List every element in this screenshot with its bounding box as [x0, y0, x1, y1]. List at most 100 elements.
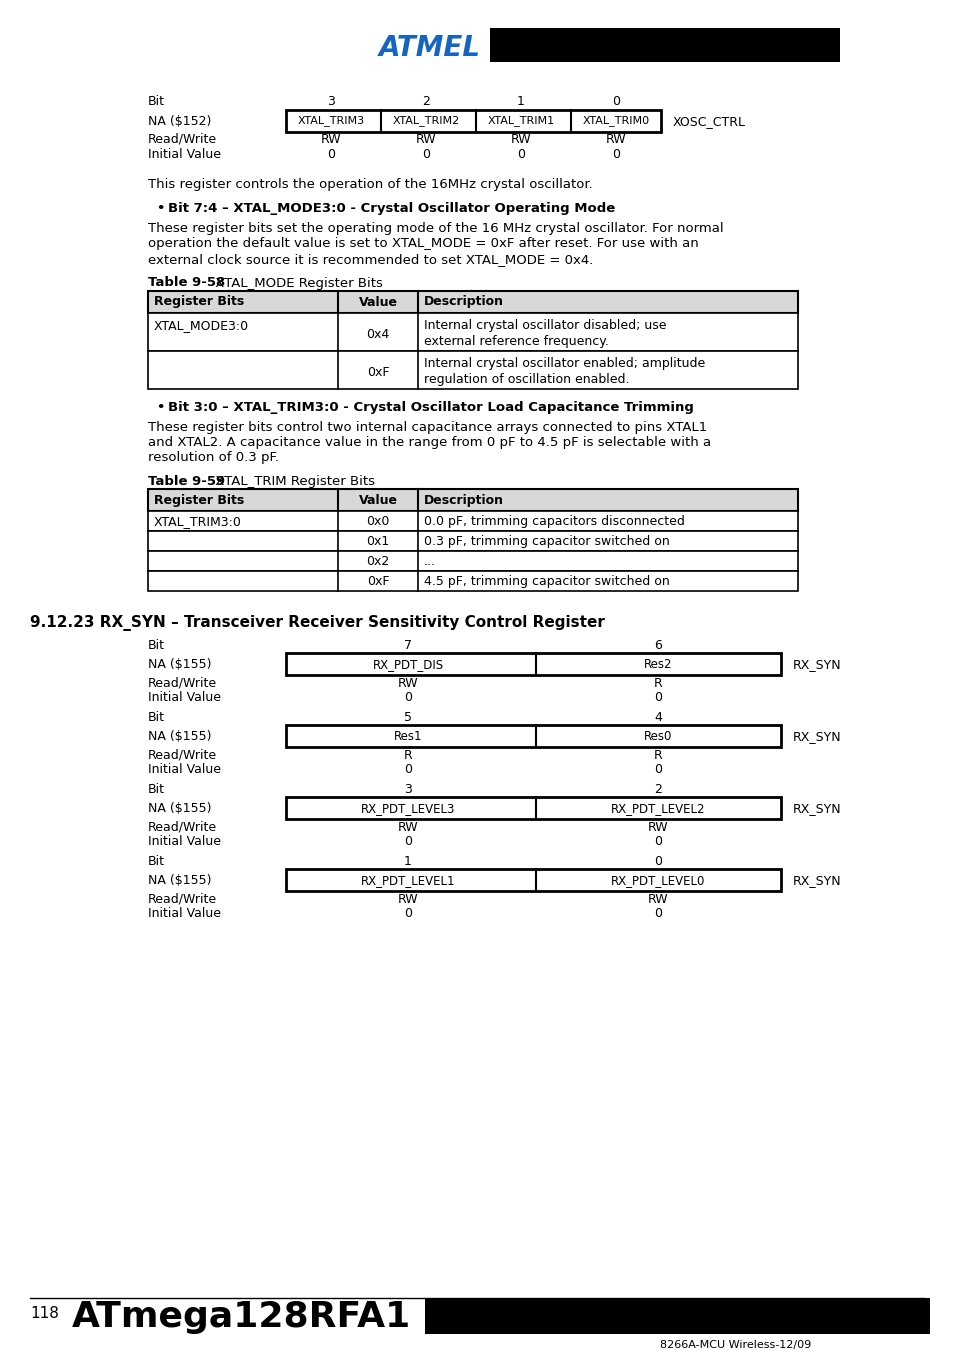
Text: 0: 0 [654, 763, 661, 775]
Text: Internal crystal oscillator disabled; use: Internal crystal oscillator disabled; us… [423, 319, 666, 332]
Text: This register controls the operation of the 16MHz crystal oscillator.: This register controls the operation of … [148, 178, 592, 190]
Text: 0x0: 0x0 [366, 515, 389, 528]
Text: 0: 0 [654, 855, 661, 867]
Text: 0: 0 [654, 690, 661, 704]
Text: Value: Value [358, 494, 397, 507]
Text: and XTAL2. A capacitance value in the range from 0 pF to 4.5 pF is selectable wi: and XTAL2. A capacitance value in the ra… [148, 436, 710, 449]
Text: NA ($155): NA ($155) [148, 658, 212, 671]
Text: Value: Value [358, 296, 397, 308]
Bar [148, 312, 797, 350]
Text: 0: 0 [403, 907, 412, 920]
Text: Read/Write: Read/Write [148, 677, 217, 690]
Text: 0: 0 [403, 690, 412, 704]
Text: 0x2: 0x2 [366, 555, 389, 567]
Text: 0x4: 0x4 [366, 327, 389, 340]
Text: 8266A-MCU Wireless-12/09: 8266A-MCU Wireless-12/09 [659, 1340, 810, 1350]
Text: ...: ... [423, 555, 436, 567]
Text: Bit 7:4 – XTAL_MODE3:0 - Crystal Oscillator Operating Mode: Bit 7:4 – XTAL_MODE3:0 - Crystal Oscilla… [168, 203, 615, 215]
Text: 6: 6 [654, 639, 661, 653]
Bar [148, 511, 797, 531]
Text: RX_PDT_LEVEL1: RX_PDT_LEVEL1 [360, 874, 455, 888]
Text: RX_PDT_DIS: RX_PDT_DIS [372, 658, 443, 671]
Text: NA ($155): NA ($155) [148, 874, 212, 888]
Text: •: • [156, 203, 164, 215]
Text: RX_SYN: RX_SYN [792, 658, 841, 671]
Text: Read/Write: Read/Write [148, 132, 217, 146]
Text: Bit: Bit [148, 784, 165, 796]
Text: NA ($155): NA ($155) [148, 802, 212, 815]
Text: operation the default value is set to XTAL_MODE = 0xF after reset. For use with : operation the default value is set to XT… [148, 238, 698, 250]
Text: 0x1: 0x1 [366, 535, 389, 549]
Text: 0: 0 [403, 835, 412, 848]
Text: RW: RW [320, 132, 341, 146]
Text: XTAL_TRIM1: XTAL_TRIM1 [487, 115, 554, 126]
Bar [286, 797, 781, 819]
Text: Bit: Bit [148, 95, 165, 108]
Text: XTAL_TRIM3:0: XTAL_TRIM3:0 [153, 515, 242, 528]
Text: R: R [653, 748, 661, 762]
Text: Initial Value: Initial Value [148, 835, 221, 848]
Text: Res1: Res1 [394, 730, 422, 743]
Text: XTAL_MODE Register Bits: XTAL_MODE Register Bits [211, 277, 382, 289]
Text: RW: RW [397, 677, 417, 690]
Bar [148, 350, 797, 389]
Text: RX_SYN: RX_SYN [792, 730, 841, 743]
Text: 0: 0 [612, 95, 619, 108]
Text: 0: 0 [327, 149, 335, 161]
Text: RX_PDT_LEVEL3: RX_PDT_LEVEL3 [360, 802, 455, 815]
Bar [286, 653, 781, 676]
Text: Initial Value: Initial Value [148, 907, 221, 920]
Text: Initial Value: Initial Value [148, 149, 221, 161]
Bar [286, 109, 660, 132]
Text: 0xF: 0xF [366, 576, 389, 588]
Text: Read/Write: Read/Write [148, 821, 217, 834]
Text: Read/Write: Read/Write [148, 748, 217, 762]
Bar [148, 489, 797, 511]
Bar [148, 551, 797, 571]
Text: RW: RW [416, 132, 436, 146]
Text: 3: 3 [327, 95, 335, 108]
Bar [148, 290, 797, 312]
Text: XOSC_CTRL: XOSC_CTRL [672, 115, 745, 128]
Text: Register Bits: Register Bits [153, 494, 244, 507]
Bar [148, 571, 797, 590]
Text: 1: 1 [404, 855, 412, 867]
Text: These register bits control two internal capacitance arrays connected to pins XT: These register bits control two internal… [148, 420, 706, 434]
Text: 0: 0 [612, 149, 619, 161]
Text: These register bits set the operating mode of the 16 MHz crystal oscillator. For: These register bits set the operating mo… [148, 222, 723, 235]
Text: 0: 0 [654, 907, 661, 920]
Text: 118: 118 [30, 1306, 59, 1321]
Text: NA ($155): NA ($155) [148, 730, 212, 743]
Text: XTAL_TRIM3: XTAL_TRIM3 [297, 115, 364, 126]
Text: RW: RW [605, 132, 626, 146]
Text: RX_PDT_LEVEL0: RX_PDT_LEVEL0 [610, 874, 704, 888]
Text: Res0: Res0 [643, 730, 672, 743]
Text: XTAL_TRIM Register Bits: XTAL_TRIM Register Bits [211, 476, 375, 488]
Text: 0.0 pF, trimming capacitors disconnected: 0.0 pF, trimming capacitors disconnected [423, 515, 684, 528]
Bar [148, 531, 797, 551]
Text: R: R [653, 677, 661, 690]
Text: 0: 0 [517, 149, 524, 161]
Text: XTAL_TRIM0: XTAL_TRIM0 [582, 115, 649, 126]
Text: RW: RW [397, 821, 417, 834]
Text: ATMEL: ATMEL [378, 34, 480, 62]
Text: 0: 0 [403, 763, 412, 775]
Text: RX_PDT_LEVEL2: RX_PDT_LEVEL2 [610, 802, 704, 815]
Text: external reference frequency.: external reference frequency. [423, 335, 608, 347]
Text: RX_SYN: RX_SYN [792, 874, 841, 888]
Text: Bit: Bit [148, 855, 165, 867]
Text: Description: Description [423, 296, 503, 308]
Text: XTAL_MODE3:0: XTAL_MODE3:0 [153, 319, 249, 332]
Text: Register Bits: Register Bits [153, 296, 244, 308]
Text: 4: 4 [654, 711, 661, 724]
Text: Table 9-59: Table 9-59 [148, 476, 225, 488]
Text: RW: RW [647, 893, 668, 907]
Text: 9.12.23 RX_SYN – Transceiver Receiver Sensitivity Control Register: 9.12.23 RX_SYN – Transceiver Receiver Se… [30, 615, 604, 631]
Text: Initial Value: Initial Value [148, 763, 221, 775]
Text: Initial Value: Initial Value [148, 690, 221, 704]
Text: regulation of oscillation enabled.: regulation of oscillation enabled. [423, 373, 629, 385]
Text: ATmega128RFA1: ATmega128RFA1 [71, 1300, 411, 1333]
Text: Bit: Bit [148, 711, 165, 724]
Text: XTAL_TRIM2: XTAL_TRIM2 [392, 115, 459, 126]
Text: resolution of 0.3 pF.: resolution of 0.3 pF. [148, 451, 278, 465]
